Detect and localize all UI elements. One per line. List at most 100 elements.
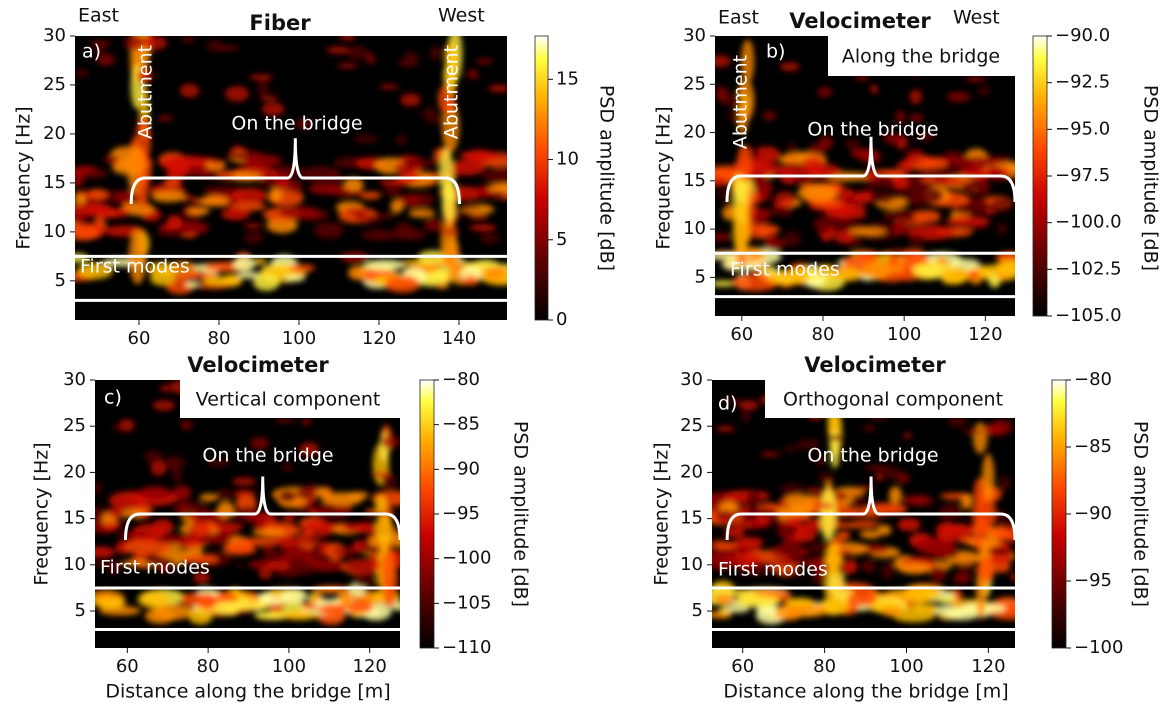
heatmap-blob: [166, 157, 191, 174]
annotation: West: [953, 7, 1000, 29]
heatmap-blob: [370, 557, 381, 572]
heatmap-blob: [715, 176, 725, 187]
heatmap-blob: [258, 566, 273, 580]
heatmap-blob: [179, 83, 200, 98]
title: Fiber: [249, 11, 311, 35]
heatmap-blob: [353, 212, 369, 223]
colorbar-tick-label: 10: [556, 149, 579, 170]
heatmap-texture: [712, 380, 1015, 632]
heatmap-blob: [242, 156, 257, 162]
title: Velocimeter: [187, 353, 329, 377]
x-tick-label: 80: [197, 656, 220, 677]
heatmap-blob: [462, 205, 481, 210]
heatmap-blob: [950, 258, 980, 269]
heatmap-blob: [95, 546, 116, 558]
heatmap-blob: [252, 258, 267, 265]
heatmap-blob: [486, 183, 507, 194]
heatmap-blob: [281, 463, 293, 472]
heatmap-blob: [150, 459, 167, 476]
heatmap-blob: [755, 514, 770, 524]
heatmap-blob: [775, 604, 804, 621]
heatmap-blob: [908, 234, 925, 247]
heatmap-blob: [232, 256, 256, 272]
heatmap-blob: [447, 159, 487, 176]
x-tick-label: 100: [272, 656, 306, 677]
heatmap-blob: [266, 217, 298, 234]
heatmap-blob: [343, 177, 364, 192]
heatmap-blob: [424, 218, 444, 232]
heatmap-blob: [892, 220, 909, 236]
heatmap-blob: [463, 149, 496, 163]
heatmap-blob: [865, 465, 889, 471]
heatmap-blob: [440, 228, 460, 236]
heatmap-blob: [875, 472, 884, 481]
heatmap-blob: [909, 113, 924, 123]
heatmap-blob: [995, 260, 1015, 277]
heatmap-blob: [715, 232, 732, 242]
heatmap-blob: [833, 230, 854, 244]
y-tick-label: 5: [55, 270, 66, 291]
y-tick-label: 25: [43, 74, 66, 95]
y-tick-label: 20: [680, 461, 703, 482]
heatmap-blob: [861, 260, 892, 279]
heatmap-blob: [895, 110, 906, 124]
heatmap-blob: [402, 159, 449, 167]
colorbar-tick-label: −110: [442, 637, 491, 658]
y-tick-label: 15: [680, 508, 703, 529]
heatmap-blob: [282, 611, 320, 620]
heatmap-blob: [439, 146, 454, 199]
heatmap-blob: [144, 36, 167, 51]
heatmap-blob: [188, 608, 213, 625]
heatmap-blob: [723, 195, 734, 205]
heatmap-blob: [945, 216, 991, 227]
heatmap-blob: [805, 487, 823, 493]
colorbar-tick-label: −102.5: [1055, 258, 1122, 279]
colorbar-tick-label: −92.5: [1055, 72, 1110, 93]
heatmap-blob: [299, 442, 319, 457]
heatmap-texture: [95, 380, 400, 632]
heatmap-blob: [786, 142, 797, 155]
x-tick-label: 120: [362, 328, 396, 349]
y-tick-label: 25: [63, 415, 86, 436]
heatmap-blob: [315, 502, 338, 518]
heatmap-blob: [278, 206, 321, 220]
heatmap-blob: [468, 214, 489, 220]
heatmap-blob: [997, 222, 1008, 235]
heatmap-blob: [390, 199, 404, 214]
heatmap-blob: [883, 466, 902, 480]
heatmap-blob: [394, 222, 414, 240]
heatmap-blob: [909, 89, 922, 105]
heatmap-blob: [840, 198, 860, 204]
y-tick-label: 20: [63, 461, 86, 482]
y-tick-label: 5: [692, 600, 703, 621]
heatmap-blob: [836, 550, 854, 556]
heatmap-blob: [163, 456, 186, 469]
colorbar-label: PSD amplitude [dB]: [1140, 85, 1162, 271]
heatmap-blob: [380, 435, 400, 449]
annotation: Abutment: [135, 45, 157, 139]
heatmap-blob: [274, 536, 301, 547]
heatmap-blob: [418, 112, 441, 118]
heatmap-blob: [946, 150, 961, 157]
heatmap-blob: [977, 556, 995, 584]
x-tick-label: 140: [442, 328, 476, 349]
heatmap-blob: [963, 428, 982, 435]
heatmap-blob: [848, 227, 887, 236]
heatmap-blob: [280, 182, 289, 188]
y-tick-label: 30: [680, 369, 703, 390]
heatmap-blob: [268, 187, 283, 203]
heatmap-blob: [359, 191, 382, 200]
heatmap-blob: [163, 179, 182, 187]
bracket: [725, 476, 1015, 541]
heatmap-blob: [956, 564, 979, 572]
heatmap-blob: [301, 602, 319, 610]
heatmap-blob: [89, 40, 111, 47]
heatmap-blob: [352, 574, 376, 588]
heatmap-blob: [365, 53, 376, 64]
heatmap-blob: [232, 187, 268, 204]
annotation: First modes: [730, 259, 840, 281]
heatmap-blob: [362, 546, 382, 554]
heatmap-blob: [75, 69, 90, 78]
heatmap-blob: [964, 77, 987, 82]
y-tick-label: 10: [680, 554, 703, 575]
